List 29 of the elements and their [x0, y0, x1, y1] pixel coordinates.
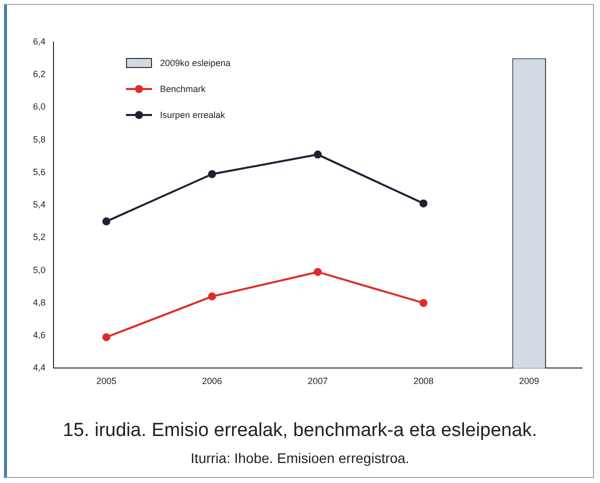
- y-tick-label: 5,0: [32, 264, 46, 275]
- x-tick-label: 2008: [413, 376, 434, 386]
- x-tick-label: 2006: [202, 376, 222, 386]
- legend-label: Isurpen errealak: [160, 110, 226, 120]
- text: Iturria: Ihobe. Emisioen erregistroa.: [190, 450, 410, 466]
- point: [208, 170, 216, 178]
- legend-label: Benchmark: [160, 84, 206, 94]
- y-tick-label: 5,2: [32, 232, 46, 242]
- point: [419, 298, 428, 307]
- point: [419, 199, 428, 208]
- y-tick-label: 5,6: [32, 166, 46, 177]
- point: [102, 217, 110, 226]
- x-tick-label: 2007: [308, 376, 328, 386]
- y-tick-label: 6,0: [32, 102, 46, 112]
- y-tick-label: 6,4: [32, 36, 46, 46]
- point: [208, 292, 216, 300]
- x-tick-label: 2005: [96, 376, 116, 386]
- y-tick-label: 4,8: [32, 297, 46, 308]
- point: [314, 150, 322, 159]
- y-tick-label: 4,4: [32, 362, 46, 373]
- text: 15. irudia. Emisio errealak, benchmark-a eta esleipenak.: [62, 420, 538, 442]
- y-tick-label: 6,2: [32, 69, 46, 80]
- x-tick-label: 2009: [519, 376, 540, 386]
- y-tick-label: 4,6: [32, 330, 46, 340]
- y-tick-label: 5,8: [32, 134, 46, 144]
- y-tick-label: 5,4: [32, 200, 46, 210]
- point: [314, 268, 322, 276]
- legend-label: 2009ko esleipena: [160, 58, 231, 68]
- point: [102, 333, 110, 342]
